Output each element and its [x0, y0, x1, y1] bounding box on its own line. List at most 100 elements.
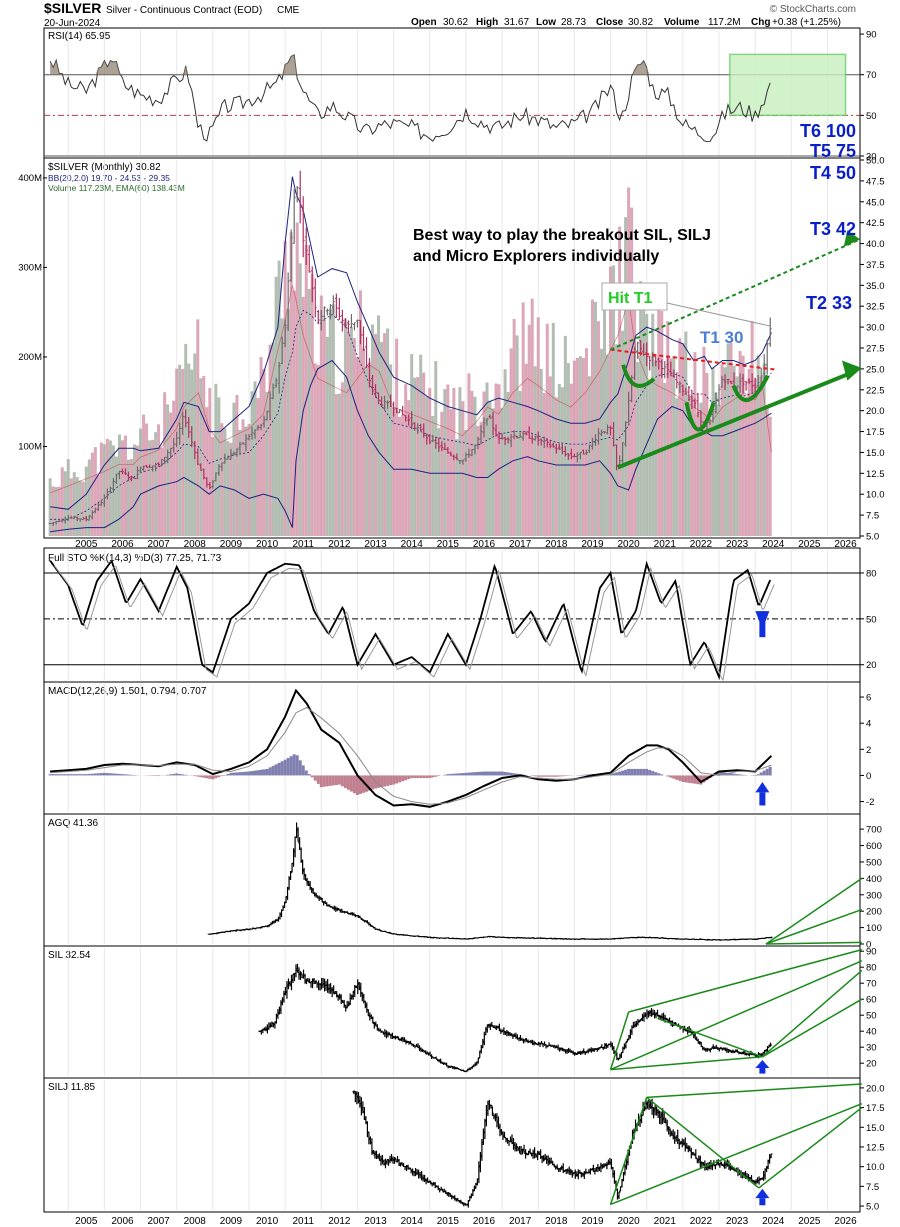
macd-histogram-bar [497, 771, 501, 776]
macd-histogram-bar [292, 754, 296, 776]
volume-bar [675, 398, 679, 536]
x-axis-year-label: 2019 [581, 1216, 604, 1227]
macd-histogram-bar [286, 757, 290, 776]
silj-axis-tick-label: 7.5 [866, 1182, 879, 1193]
price-axis-tick-label: 50.0 [866, 156, 885, 167]
volume-bar [497, 384, 501, 536]
volume-bar [374, 333, 378, 536]
rsi-legend: RSI(14) 65.95 [48, 31, 111, 42]
volume-bar [654, 360, 658, 536]
silj-blue-arrow-shaft [759, 1198, 766, 1206]
volume-bar [331, 304, 335, 536]
macd-histogram-bar [482, 771, 486, 776]
volume-bar [461, 401, 465, 536]
macd-histogram-bar [111, 773, 115, 776]
volume-bar [289, 232, 293, 536]
macd-histogram-bar [581, 774, 585, 776]
x-axis-year-label: 2022 [690, 539, 713, 550]
macd-histogram-bar [325, 775, 329, 787]
volume-bar [151, 439, 155, 536]
volume-bar [708, 419, 712, 536]
macd-histogram-bar [129, 774, 133, 776]
macd-legend: MACD(12,26,9) 1.501, 0.794, 0.707 [48, 686, 207, 697]
agq-axis-tick-label: 700 [866, 825, 882, 836]
price-axis-tick-label: 15.0 [866, 448, 885, 459]
macd-histogram-bar [102, 772, 106, 776]
stochastic-blue-arrow-shaft [759, 611, 766, 638]
volume-bar [548, 376, 552, 536]
volume-bar [190, 369, 194, 536]
stochastic-k-line [49, 560, 772, 681]
volume-bar [765, 405, 769, 536]
macd-histogram-bar [557, 775, 561, 777]
volume-bar [90, 452, 94, 536]
volume-bar [428, 388, 432, 536]
volume-bar [464, 429, 468, 536]
volume-bar [301, 296, 305, 536]
volume-bar [271, 342, 275, 536]
volume-bar [304, 244, 308, 536]
volume-bar [377, 315, 381, 536]
volume-bar [575, 357, 579, 536]
rsi-line [49, 54, 771, 143]
volume-bar [175, 368, 179, 536]
volume-bar [398, 416, 402, 536]
target-t4: T4 50 [810, 163, 856, 183]
volume-bar [380, 341, 384, 536]
sil-channel-line [609, 1011, 630, 1070]
macd-histogram-bar [169, 774, 173, 776]
volume-bar [714, 392, 718, 536]
volume-bar [148, 440, 152, 536]
sil-axis-tick-label: 20 [866, 1059, 877, 1070]
macd-axis-tick-label: 6 [866, 693, 871, 704]
x-axis-year-label: 2024 [762, 1216, 785, 1227]
macd-histogram-bar [618, 771, 622, 776]
upper-channel-arrowhead [843, 230, 860, 247]
macd-histogram-bar [358, 775, 362, 794]
macd-blue-arrow-head [755, 781, 770, 793]
macd-histogram-bar [220, 775, 224, 777]
volume-bar [479, 421, 483, 536]
macd-histogram-bar [211, 775, 215, 780]
macd-histogram-bar [741, 774, 745, 776]
volume-bar [274, 276, 278, 536]
price-axis-tick-label: 10.0 [866, 490, 885, 501]
x-axis-year-label: 2009 [220, 1216, 243, 1227]
macd-histogram-bar [57, 774, 61, 776]
volume-bar [503, 369, 507, 536]
volume-bar [723, 367, 727, 536]
macd-histogram-bar [563, 775, 567, 777]
volume-bar [280, 318, 284, 536]
volume-bar [615, 344, 619, 536]
macd-histogram-bar [455, 773, 459, 776]
volume-bar [599, 348, 603, 536]
macd-histogram-bar [687, 775, 691, 783]
volume-bar [590, 299, 594, 536]
macd-histogram-bar [425, 775, 429, 779]
x-axis-year-label: 2021 [654, 539, 677, 550]
volume-bar [358, 290, 362, 536]
volume-axis-label: 200M [18, 352, 42, 363]
volume-bar [639, 281, 643, 536]
macd-histogram-bar [428, 775, 432, 779]
macd-histogram-bar [702, 775, 706, 783]
volume-bar [554, 397, 558, 536]
macd-histogram-bar [464, 772, 468, 776]
macd-histogram-bar [105, 773, 109, 776]
price-axis-tick-label: 42.5 [866, 218, 885, 229]
macd-histogram-bar [458, 773, 462, 776]
volume-bar [389, 364, 393, 536]
volume-bar [666, 321, 670, 536]
volume-bar [485, 382, 489, 536]
macd-histogram-bar [377, 775, 381, 788]
macd-histogram-bar [313, 775, 317, 781]
stochastic-axis-tick-label: 80 [866, 568, 877, 579]
x-axis-year-label: 2011 [292, 539, 314, 550]
silj-axis-tick-label: 5.0 [866, 1202, 879, 1213]
macd-histogram-bar [443, 774, 447, 776]
price-axis-tick-label: 45.0 [866, 197, 885, 208]
macd-axis-tick-label: 0 [866, 771, 871, 782]
sil-channel-line [610, 960, 863, 1071]
agq-axis-tick-label: 0 [866, 940, 871, 951]
volume-bar [184, 343, 188, 536]
